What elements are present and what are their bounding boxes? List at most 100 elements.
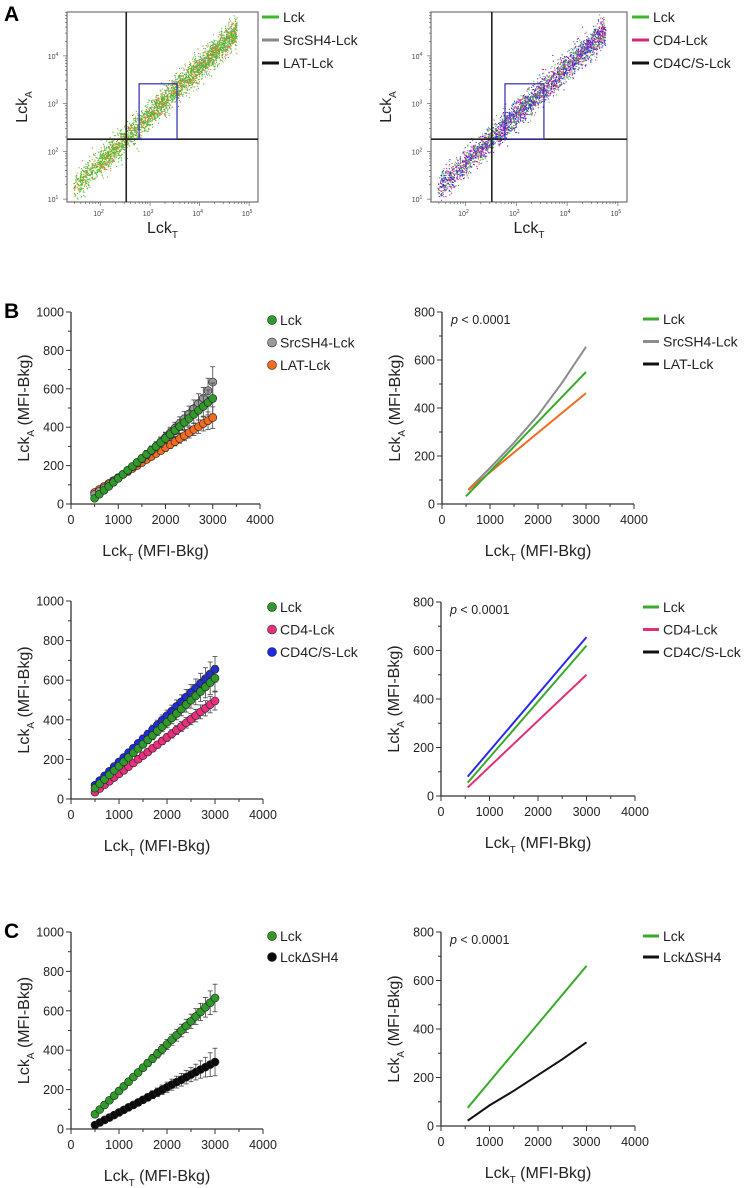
event-dot — [537, 91, 539, 93]
event-dot — [548, 93, 550, 95]
event-dot — [118, 154, 120, 156]
event-dot — [147, 118, 149, 120]
event-dot — [156, 102, 158, 104]
event-dot — [146, 114, 148, 116]
event-dot — [567, 63, 569, 65]
event-dot — [168, 87, 170, 89]
event-dot — [596, 31, 598, 33]
event-dot — [224, 46, 226, 48]
event-dot — [87, 183, 89, 185]
event-dot — [110, 140, 112, 142]
event-dot — [211, 61, 213, 63]
event-dot — [191, 58, 193, 60]
event-dot — [535, 96, 537, 98]
event-dot — [482, 151, 484, 153]
event-dot — [153, 118, 155, 120]
event-dot — [199, 69, 201, 71]
event-dot — [441, 195, 443, 197]
event-dot — [164, 114, 166, 116]
event-dot — [116, 146, 118, 148]
event-dot — [93, 164, 95, 166]
event-dot — [537, 93, 539, 95]
event-dot — [139, 115, 141, 117]
event-dot — [84, 166, 86, 168]
event-dot — [153, 115, 155, 117]
event-dot — [559, 74, 561, 76]
event-dot — [581, 41, 583, 43]
event-dot — [203, 60, 205, 62]
event-dot — [73, 192, 75, 194]
event-dot — [554, 84, 556, 86]
event-dot — [579, 56, 581, 58]
event-dot — [443, 196, 445, 198]
event-dot — [99, 154, 101, 156]
event-dot — [559, 58, 561, 60]
event-dot — [161, 95, 163, 97]
event-dot — [533, 101, 535, 103]
event-dot — [193, 79, 195, 81]
event-dot — [229, 46, 231, 48]
event-dot — [196, 63, 198, 65]
event-dot — [108, 161, 110, 163]
event-dot — [542, 87, 544, 89]
event-dot — [166, 98, 168, 100]
event-dot — [480, 155, 482, 157]
event-dot — [502, 136, 504, 138]
event-dot — [104, 167, 106, 169]
event-dot — [225, 46, 227, 48]
event-dot — [166, 105, 168, 107]
event-dot — [108, 162, 110, 164]
event-dot — [85, 181, 87, 183]
event-dot — [233, 24, 235, 26]
event-dot — [198, 62, 200, 64]
event-dot — [94, 167, 96, 169]
event-dot — [155, 98, 157, 100]
event-dot — [441, 177, 443, 179]
event-dot — [549, 86, 551, 88]
event-dot — [454, 181, 456, 183]
event-dot — [110, 141, 112, 143]
event-dot — [498, 129, 500, 131]
event-dot — [87, 162, 89, 164]
event-dot — [152, 111, 154, 113]
event-dot — [155, 94, 157, 96]
event-dot — [511, 128, 513, 130]
event-dot — [519, 113, 521, 115]
event-dot — [209, 65, 211, 67]
event-dot — [153, 113, 155, 115]
event-dot — [164, 98, 166, 100]
event-dot — [588, 49, 590, 51]
event-dot — [222, 47, 224, 49]
event-dot — [452, 168, 454, 170]
event-dot — [577, 38, 579, 40]
event-dot — [579, 52, 581, 54]
event-dot — [529, 97, 531, 99]
event-dot — [551, 84, 553, 86]
event-dot — [186, 82, 188, 84]
event-dot — [102, 177, 104, 179]
event-dot — [166, 90, 168, 92]
event-dot — [156, 101, 158, 103]
event-dot — [573, 60, 575, 62]
event-dot — [168, 103, 170, 105]
event-dot — [176, 78, 178, 80]
event-dot — [191, 80, 193, 82]
event-dot — [120, 133, 122, 135]
event-dot — [585, 47, 587, 49]
event-dot — [480, 136, 482, 138]
event-dot — [202, 60, 204, 62]
event-dot — [498, 134, 500, 136]
event-dot — [582, 50, 584, 52]
event-dot — [596, 33, 598, 35]
event-dot — [588, 50, 590, 52]
event-dot — [220, 31, 222, 33]
event-dot — [174, 95, 176, 97]
event-dot — [175, 87, 177, 89]
event-dot — [215, 51, 217, 53]
event-dot — [126, 130, 128, 132]
event-dot — [477, 158, 479, 160]
event-dot — [479, 159, 481, 161]
event-dot — [75, 177, 77, 179]
event-dot — [209, 47, 211, 49]
event-dot — [223, 46, 225, 48]
